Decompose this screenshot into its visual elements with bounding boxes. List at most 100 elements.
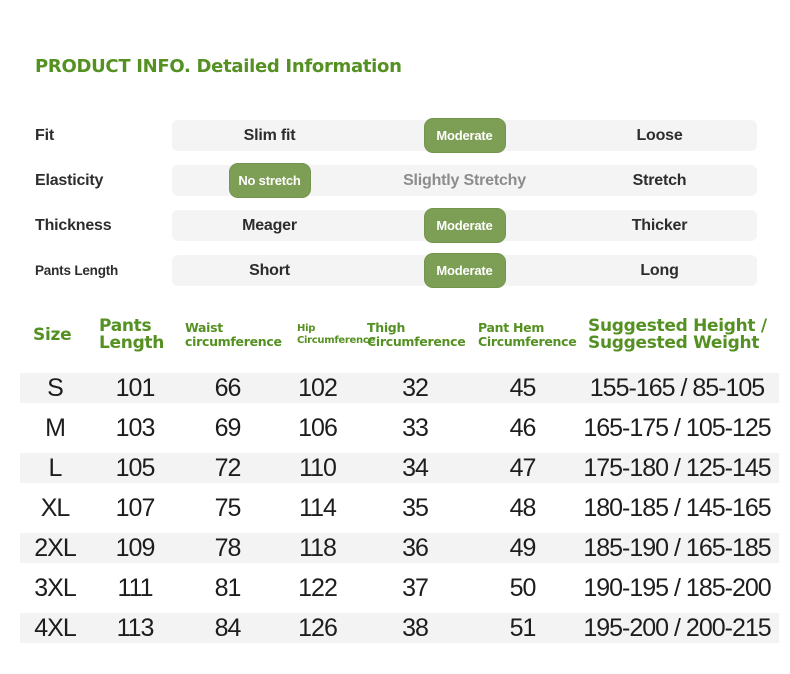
option-label: Meager <box>242 216 297 234</box>
cell-pant-hem: 50 <box>509 573 537 602</box>
attribute-option: Short <box>172 255 367 286</box>
option-label: Thicker <box>631 216 688 234</box>
table-row: 2XL 109 78 118 36 49 185-190 / 165-185 <box>20 533 779 563</box>
option-label: Long <box>640 261 679 279</box>
attribute-option: Moderate <box>367 118 562 153</box>
cell-suggested: 165-175 / 105-125 <box>583 413 771 442</box>
cell-hip: 122 <box>298 573 338 602</box>
column-header-size: Size <box>33 324 72 345</box>
cell-size: 4XL <box>34 613 76 642</box>
attribute-scale-bar: No stretch Slightly Stretchy Stretch <box>172 163 757 198</box>
cell-thigh: 32 <box>402 373 429 402</box>
cell-thigh: 34 <box>402 453 429 482</box>
table-row: XL 107 75 114 35 48 180-185 / 145-165 <box>20 493 779 523</box>
column-header-pants-length: Pants Length <box>99 316 165 353</box>
attribute-row-elasticity: Elasticity No stretch Slightly Stretchy … <box>0 158 790 203</box>
table-row: 3XL 111 81 122 37 50 190-195 / 185-200 <box>20 573 779 603</box>
selected-option-badge: No stretch <box>228 163 311 198</box>
cell-pants-length: 109 <box>115 533 156 562</box>
cell-pant-hem: 47 <box>509 453 537 482</box>
cell-pants-length: 103 <box>115 413 156 442</box>
cell-thigh: 36 <box>402 533 429 562</box>
attribute-option: Loose <box>562 120 757 151</box>
option-label: Short <box>249 261 290 279</box>
cell-suggested: 195-200 / 200-215 <box>583 613 771 642</box>
option-label: Stretch <box>632 171 687 189</box>
cell-pant-hem: 49 <box>509 533 537 562</box>
cell-pant-hem: 45 <box>509 373 537 402</box>
cell-pant-hem: 46 <box>509 413 537 442</box>
cell-suggested: 190-195 / 185-200 <box>583 573 771 602</box>
size-table-header: Size Pants Length Waist circumference Hi… <box>20 310 779 360</box>
attribute-option: Moderate <box>367 253 562 288</box>
cell-size: M <box>45 413 66 442</box>
attribute-scale-bar: Slim fit Moderate Loose <box>172 118 757 153</box>
column-header-suggested: Suggested Height / Suggested Weight <box>588 316 767 353</box>
page-title: PRODUCT INFO. Detailed Information <box>35 56 402 77</box>
cell-pant-hem: 51 <box>509 613 537 642</box>
cell-pants-length: 101 <box>115 373 156 402</box>
option-label: Slim fit <box>243 126 296 144</box>
attribute-row-fit: Fit Slim fit Moderate Loose <box>0 113 790 158</box>
table-row: L 105 72 110 34 47 175-180 / 125-145 <box>20 453 779 483</box>
cell-suggested: 155-165 / 85-105 <box>589 373 765 402</box>
cell-size: XL <box>40 493 71 522</box>
attribute-row-pants-length: Pants Length Short Moderate Long <box>0 248 790 293</box>
cell-waist: 69 <box>214 413 242 442</box>
cell-pants-length: 105 <box>115 453 156 482</box>
cell-hip: 114 <box>299 493 337 522</box>
cell-thigh: 38 <box>402 613 429 642</box>
table-row: M 103 69 106 33 46 165-175 / 105-125 <box>20 413 779 443</box>
attribute-scale-bar: Meager Moderate Thicker <box>172 208 757 243</box>
cell-waist: 66 <box>214 373 242 402</box>
cell-thigh: 35 <box>402 493 429 522</box>
selected-option-badge: Moderate <box>423 118 506 153</box>
attribute-label: Thickness <box>35 216 112 234</box>
table-row: S 101 66 102 32 45 155-165 / 85-105 <box>20 373 779 403</box>
cell-hip: 110 <box>299 453 337 482</box>
cell-waist: 72 <box>214 453 242 482</box>
cell-hip: 118 <box>299 533 337 562</box>
attribute-option: Long <box>562 255 757 286</box>
cell-waist: 78 <box>214 533 242 562</box>
selected-option-badge: Moderate <box>423 253 506 288</box>
cell-pant-hem: 48 <box>509 493 537 522</box>
cell-hip: 126 <box>298 613 338 642</box>
cell-suggested: 180-185 / 145-165 <box>583 493 771 522</box>
cell-hip: 106 <box>298 413 338 442</box>
cell-size: 2XL <box>34 533 76 562</box>
selected-option-badge: Moderate <box>423 208 506 243</box>
attribute-option: No stretch <box>172 163 367 198</box>
attributes-section: Fit Slim fit Moderate Loose Elasticity N… <box>0 113 790 293</box>
cell-size: 3XL <box>34 573 76 602</box>
cell-waist: 75 <box>214 493 242 522</box>
column-header-pant-hem: Pant Hem Circumference <box>478 320 577 349</box>
attribute-option: Meager <box>172 210 367 241</box>
column-header-waist: Waist circumference <box>185 320 282 349</box>
cell-waist: 81 <box>214 573 242 602</box>
attribute-option: Moderate <box>367 208 562 243</box>
attribute-option: Stretch <box>562 165 757 196</box>
cell-pants-length: 113 <box>116 613 155 642</box>
size-table: Size Pants Length Waist circumference Hi… <box>20 310 779 643</box>
attribute-label: Fit <box>35 126 54 144</box>
attribute-label: Pants Length <box>35 263 119 278</box>
attribute-label: Elasticity <box>35 171 104 189</box>
cell-pants-length: 111 <box>117 573 153 602</box>
option-label: Loose <box>636 126 683 144</box>
cell-thigh: 33 <box>402 413 429 442</box>
column-header-thigh: Thigh Circumference <box>367 320 466 349</box>
cell-size: L <box>48 453 63 482</box>
cell-suggested: 185-190 / 165-185 <box>583 533 771 562</box>
cell-size: S <box>47 373 64 402</box>
cell-waist: 84 <box>214 613 242 642</box>
attribute-scale-bar: Short Moderate Long <box>172 253 757 288</box>
attribute-option: Thicker <box>562 210 757 241</box>
cell-thigh: 37 <box>402 573 429 602</box>
table-row: 4XL 113 84 126 38 51 195-200 / 200-215 <box>20 613 779 643</box>
cell-suggested: 175-180 / 125-145 <box>583 453 771 482</box>
attribute-row-thickness: Thickness Meager Moderate Thicker <box>0 203 790 248</box>
attribute-option: Slim fit <box>172 120 367 151</box>
cell-pants-length: 107 <box>115 493 156 522</box>
